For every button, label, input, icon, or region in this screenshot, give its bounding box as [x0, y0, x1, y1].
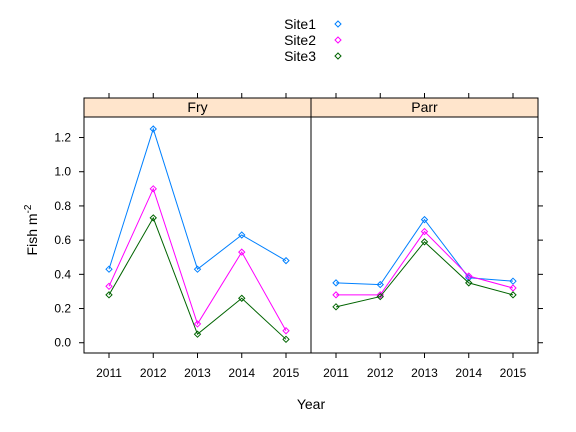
series-line-site1	[335, 218, 514, 286]
panel-fry: Fry	[83, 97, 312, 354]
y-tick-label: 0.2	[54, 302, 71, 316]
x-tick-label: 2015	[273, 366, 300, 380]
data-point	[420, 215, 429, 224]
data-point	[149, 125, 157, 133]
x-tick-label: 2011	[323, 366, 349, 380]
x-tick-label: 2014	[228, 366, 255, 380]
legend-marker	[334, 36, 342, 44]
data-point	[332, 279, 340, 287]
data-point	[465, 272, 473, 280]
strip-label: Fry	[187, 99, 207, 115]
y-tick-label: 0.8	[54, 199, 71, 213]
data-point	[282, 327, 290, 335]
y-tick-label: 0.0	[54, 336, 71, 350]
data-point	[282, 335, 290, 344]
x-axis: 2011 2012 2013 2014 2015 2011 2012 2013 2014 2015	[96, 93, 527, 380]
data-point	[193, 320, 202, 328]
data-point	[465, 279, 473, 287]
strip-label: Parr	[411, 99, 438, 115]
data-point	[420, 238, 429, 246]
legend-label: Site1	[284, 16, 316, 32]
legend-marker	[334, 52, 342, 60]
legend-label: Site3	[284, 48, 316, 64]
x-tick-label: 2012	[367, 366, 394, 380]
y-axis: 0.0 0.2 0.4 0.6 0.8 1.0 1.2	[54, 131, 543, 350]
data-point	[509, 291, 517, 299]
y-axis-title-text: Fish m	[24, 213, 40, 255]
data-point	[238, 231, 246, 239]
data-point	[282, 256, 290, 265]
data-point	[509, 284, 517, 292]
data-point	[238, 294, 246, 302]
data-point	[193, 265, 202, 273]
x-tick-label: 2014	[455, 366, 482, 380]
data-point	[105, 265, 113, 273]
series-line-site2	[108, 187, 287, 332]
x-tick-label: 2011	[96, 366, 122, 380]
data-point	[149, 185, 157, 193]
panel-parr: Parr	[310, 97, 539, 354]
y-tick-label: 1.2	[54, 131, 71, 145]
y-tick-label: 0.6	[54, 233, 71, 247]
x-tick-label: 2013	[184, 366, 211, 380]
data-point	[376, 292, 384, 301]
data-point	[332, 291, 340, 299]
data-point	[509, 277, 517, 285]
x-tick-label: 2015	[500, 366, 527, 380]
data-point	[105, 291, 113, 299]
legend-marker	[334, 20, 342, 28]
data-point	[332, 303, 340, 311]
y-axis-title: Fish m-2	[23, 204, 40, 255]
series-line-site2	[336, 230, 514, 296]
data-point	[193, 330, 202, 338]
data-point	[149, 214, 157, 222]
series-line-site3	[108, 216, 287, 340]
y-tick-label: 0.4	[54, 267, 71, 281]
series-line-site3	[335, 241, 514, 308]
y-axis-title-superscript: -2	[23, 204, 34, 213]
series-line-site1	[108, 127, 287, 271]
legend-label: Site2	[284, 32, 316, 48]
panel-frame	[83, 116, 312, 354]
y-tick-label: 1.0	[54, 165, 71, 179]
data-point	[420, 227, 429, 236]
x-axis-title: Year	[297, 396, 326, 412]
panels: Fry Parr	[83, 97, 539, 354]
data-point	[376, 280, 384, 289]
x-tick-label: 2013	[411, 366, 438, 380]
data-point	[238, 248, 246, 256]
x-tick-label: 2012	[140, 366, 167, 380]
data-point	[105, 282, 113, 291]
